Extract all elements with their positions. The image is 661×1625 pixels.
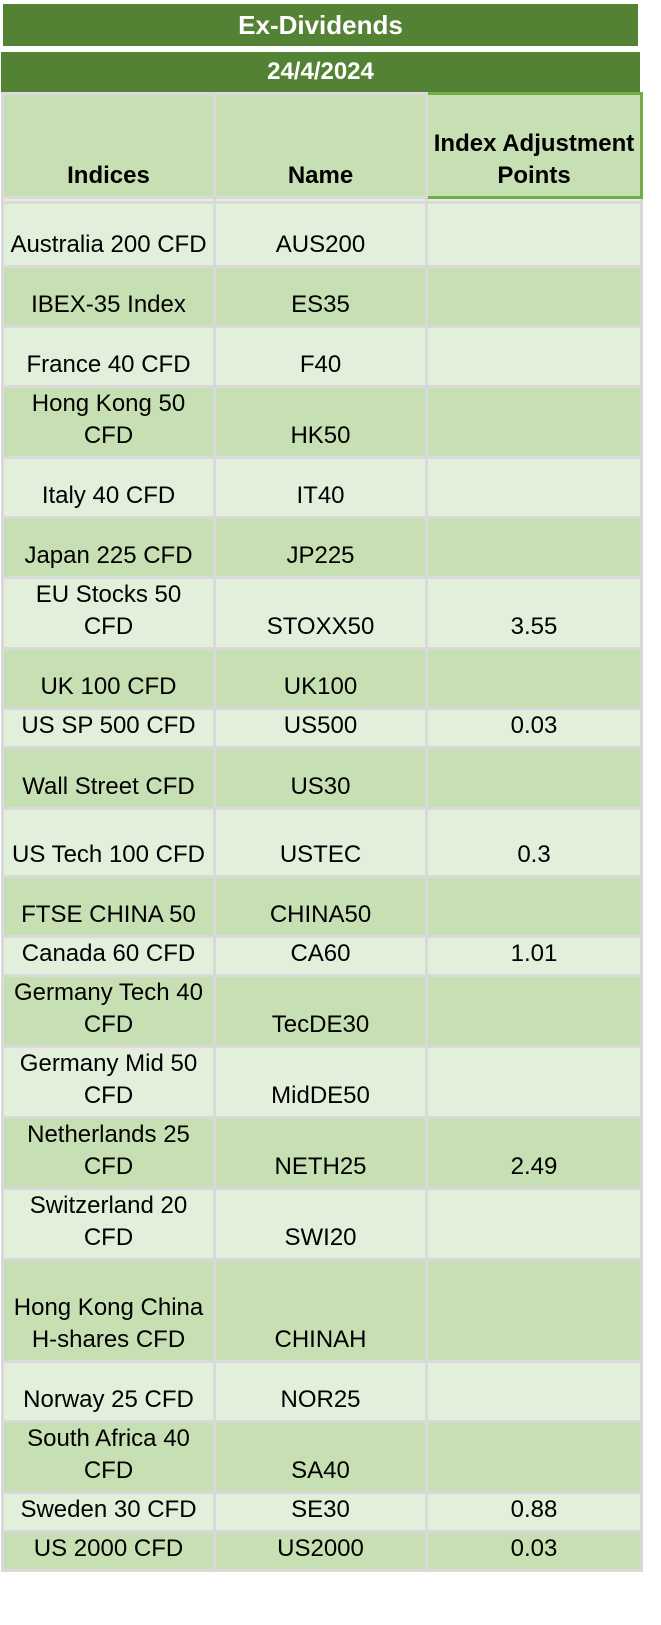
table-row: UK 100 CFD UK100 bbox=[1, 647, 643, 710]
cell-points[interactable] bbox=[425, 1258, 643, 1363]
cell-points[interactable] bbox=[425, 746, 643, 810]
cell-points[interactable] bbox=[425, 1360, 643, 1423]
cell-name[interactable]: NETH25 bbox=[213, 1116, 428, 1190]
table-row: Hong Kong 50 CFD HK50 bbox=[1, 385, 643, 459]
cell-index[interactable]: South Africa 40 CFD bbox=[1, 1420, 216, 1494]
cell-name[interactable]: USTEC bbox=[213, 807, 428, 878]
table-row: Netherlands 25 CFD NETH25 2.49 bbox=[1, 1116, 643, 1190]
cell-index[interactable]: Norway 25 CFD bbox=[1, 1360, 216, 1423]
cell-points[interactable]: 2.49 bbox=[425, 1116, 643, 1190]
cell-name[interactable]: F40 bbox=[213, 325, 428, 388]
cell-points[interactable]: 0.88 bbox=[425, 1491, 643, 1533]
ex-dividends-table: Indices Name Index Adjustment Points Aus… bbox=[1, 92, 643, 1572]
table-row: EU Stocks 50 CFD STOXX50 3.55 bbox=[1, 576, 643, 650]
cell-index[interactable]: FTSE CHINA 50 bbox=[1, 875, 216, 938]
cell-index[interactable]: Netherlands 25 CFD bbox=[1, 1116, 216, 1190]
cell-index[interactable]: Wall Street CFD bbox=[1, 746, 216, 810]
table-row: Norway 25 CFD NOR25 bbox=[1, 1360, 643, 1423]
cell-name[interactable]: UK100 bbox=[213, 647, 428, 710]
cell-index[interactable]: Hong Kong 50 CFD bbox=[1, 385, 216, 459]
cell-name[interactable]: JP225 bbox=[213, 516, 428, 579]
cell-name[interactable]: SA40 bbox=[213, 1420, 428, 1494]
cell-index[interactable]: France 40 CFD bbox=[1, 325, 216, 388]
cell-points[interactable] bbox=[425, 974, 643, 1048]
spacer-row bbox=[1, 197, 643, 203]
cell-points[interactable] bbox=[425, 201, 643, 268]
cell-name[interactable]: SWI20 bbox=[213, 1187, 428, 1261]
table-row: Sweden 30 CFD SE30 0.88 bbox=[1, 1491, 643, 1533]
cell-points[interactable] bbox=[425, 385, 643, 459]
cell-name[interactable]: AUS200 bbox=[213, 201, 428, 268]
cell-points[interactable] bbox=[425, 647, 643, 710]
cell-index[interactable]: Italy 40 CFD bbox=[1, 456, 216, 519]
cell-name[interactable]: STOXX50 bbox=[213, 576, 428, 650]
table-row: Australia 200 CFD AUS200 bbox=[1, 201, 643, 268]
cell-name[interactable]: MidDE50 bbox=[213, 1045, 428, 1119]
table-row: Italy 40 CFD IT40 bbox=[1, 456, 643, 519]
cell-points[interactable]: 0.3 bbox=[425, 807, 643, 878]
table-row: France 40 CFD F40 bbox=[1, 325, 643, 388]
sheet-date: 24/4/2024 bbox=[1, 49, 640, 92]
cell-name[interactable]: ES35 bbox=[213, 265, 428, 328]
cell-name[interactable]: TecDE30 bbox=[213, 974, 428, 1048]
header-name[interactable]: Name bbox=[213, 92, 428, 199]
cell-points[interactable] bbox=[425, 1187, 643, 1261]
sheet-title: Ex-Dividends bbox=[1, 2, 640, 46]
cell-name[interactable]: US500 bbox=[213, 707, 428, 749]
cell-index[interactable]: Sweden 30 CFD bbox=[1, 1491, 216, 1533]
cell-index[interactable]: US 2000 CFD bbox=[1, 1530, 216, 1572]
ex-dividends-sheet: Ex-Dividends 24/4/2024 Indices Name Inde… bbox=[1, 2, 643, 1572]
header-adjustment-points[interactable]: Index Adjustment Points bbox=[425, 92, 643, 199]
table-body: Australia 200 CFD AUS200 IBEX-35 Index E… bbox=[1, 197, 643, 1572]
cell-index[interactable]: Germany Tech 40 CFD bbox=[1, 974, 216, 1048]
cell-points[interactable] bbox=[425, 516, 643, 579]
cell-name[interactable]: SE30 bbox=[213, 1491, 428, 1533]
table-row: IBEX-35 Index ES35 bbox=[1, 265, 643, 328]
cell-name[interactable]: CHINA50 bbox=[213, 875, 428, 938]
table-row: Wall Street CFD US30 bbox=[1, 746, 643, 810]
cell-index[interactable]: Switzerland 20 CFD bbox=[1, 1187, 216, 1261]
cell-name[interactable]: US30 bbox=[213, 746, 428, 810]
cell-points[interactable] bbox=[425, 265, 643, 328]
cell-points[interactable] bbox=[425, 456, 643, 519]
table-row: FTSE CHINA 50 CHINA50 bbox=[1, 875, 643, 938]
cell-index[interactable]: US SP 500 CFD bbox=[1, 707, 216, 749]
cell-points[interactable] bbox=[425, 325, 643, 388]
cell-name[interactable]: CHINAH bbox=[213, 1258, 428, 1363]
cell-index[interactable]: Japan 225 CFD bbox=[1, 516, 216, 579]
cell-name[interactable]: NOR25 bbox=[213, 1360, 428, 1423]
header-indices[interactable]: Indices bbox=[1, 92, 216, 199]
header-row: Indices Name Index Adjustment Points bbox=[1, 92, 643, 199]
table-row: Germany Mid 50 CFD MidDE50 bbox=[1, 1045, 643, 1119]
cell-index[interactable]: Australia 200 CFD bbox=[1, 201, 216, 268]
table-row: Canada 60 CFD CA60 1.01 bbox=[1, 935, 643, 977]
cell-points[interactable]: 0.03 bbox=[425, 707, 643, 749]
cell-index[interactable]: Germany Mid 50 CFD bbox=[1, 1045, 216, 1119]
cell-name[interactable]: IT40 bbox=[213, 456, 428, 519]
cell-points[interactable]: 0.03 bbox=[425, 1530, 643, 1572]
table-row: US Tech 100 CFD USTEC 0.3 bbox=[1, 807, 643, 878]
cell-points[interactable]: 1.01 bbox=[425, 935, 643, 977]
table-row: South Africa 40 CFD SA40 bbox=[1, 1420, 643, 1494]
cell-name[interactable]: HK50 bbox=[213, 385, 428, 459]
cell-name[interactable]: US2000 bbox=[213, 1530, 428, 1572]
cell-points[interactable] bbox=[425, 1420, 643, 1494]
cell-index[interactable]: Canada 60 CFD bbox=[1, 935, 216, 977]
table-row: Germany Tech 40 CFD TecDE30 bbox=[1, 974, 643, 1048]
cell-points[interactable]: 3.55 bbox=[425, 576, 643, 650]
cell-index[interactable]: UK 100 CFD bbox=[1, 647, 216, 710]
table-row: Hong Kong China H-shares CFD CHINAH bbox=[1, 1258, 643, 1363]
table-row: US 2000 CFD US2000 0.03 bbox=[1, 1530, 643, 1572]
cell-name[interactable]: CA60 bbox=[213, 935, 428, 977]
cell-index[interactable]: IBEX-35 Index bbox=[1, 265, 216, 328]
cell-points[interactable] bbox=[425, 875, 643, 938]
cell-points[interactable] bbox=[425, 1045, 643, 1119]
table-row: US SP 500 CFD US500 0.03 bbox=[1, 707, 643, 749]
cell-index[interactable]: US Tech 100 CFD bbox=[1, 807, 216, 878]
table-row: Japan 225 CFD JP225 bbox=[1, 516, 643, 579]
table-row: Switzerland 20 CFD SWI20 bbox=[1, 1187, 643, 1261]
cell-index[interactable]: EU Stocks 50 CFD bbox=[1, 576, 216, 650]
cell-index[interactable]: Hong Kong China H-shares CFD bbox=[1, 1258, 216, 1363]
